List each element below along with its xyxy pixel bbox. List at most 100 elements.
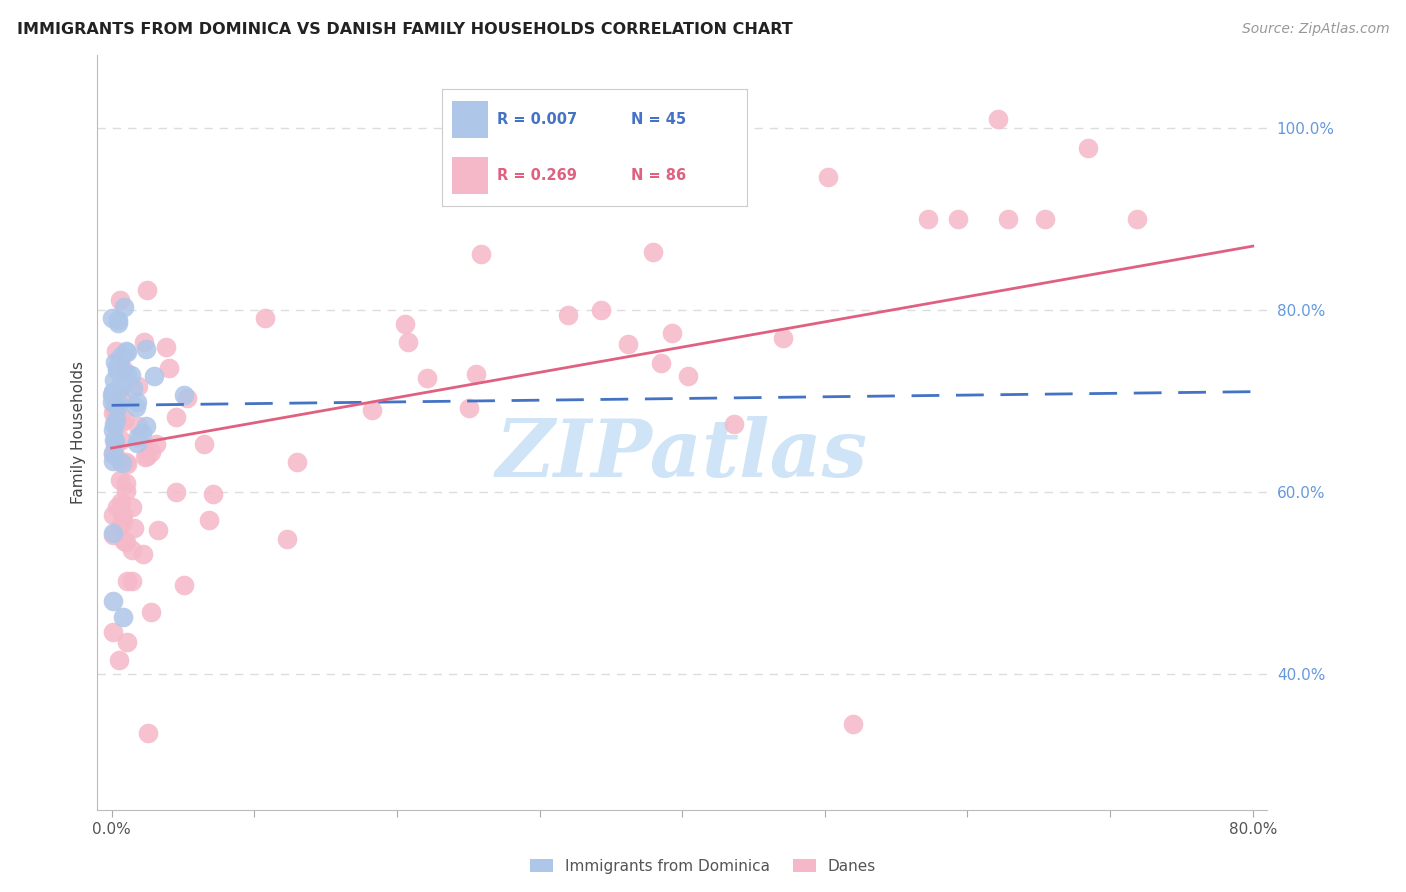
Point [946, 211, 969, 226]
Point [136, 725, 159, 739]
Point [114, 535, 136, 549]
Point [104, 413, 127, 427]
Point [110, 434, 132, 448]
Point [146, 524, 169, 538]
Point [661, 326, 683, 340]
Point [108, 518, 131, 533]
Point [112, 300, 135, 314]
Point [101, 385, 124, 400]
Point [121, 500, 143, 515]
Point [121, 543, 143, 558]
Point [103, 401, 125, 415]
Point [155, 340, 177, 354]
Point [110, 353, 132, 368]
Point [110, 391, 132, 405]
Point [107, 394, 129, 409]
Point [103, 434, 125, 448]
Text: ZIPatlas: ZIPatlas [496, 417, 869, 494]
Point [105, 500, 128, 515]
Point [110, 380, 132, 394]
Point [987, 112, 1010, 126]
Point [101, 525, 124, 540]
Point [101, 594, 124, 608]
Point [193, 436, 215, 450]
Point [394, 318, 416, 332]
Point [127, 419, 149, 434]
Point [101, 387, 124, 401]
Point [103, 373, 125, 387]
Point [127, 379, 149, 393]
Point [117, 367, 139, 381]
Text: Source: ZipAtlas.com: Source: ZipAtlas.com [1241, 22, 1389, 37]
Point [107, 313, 129, 327]
Point [396, 335, 419, 350]
Point [135, 418, 157, 433]
Point [112, 508, 135, 522]
Point [117, 345, 139, 359]
Point [132, 547, 155, 561]
Point [139, 445, 162, 459]
Point [110, 376, 132, 391]
Point [127, 430, 149, 444]
Point [104, 434, 127, 448]
Point [115, 344, 138, 359]
Point [143, 368, 166, 383]
Point [108, 293, 131, 307]
Point [115, 574, 138, 588]
Point [103, 423, 125, 437]
Point [114, 455, 136, 469]
Point [1033, 211, 1056, 226]
Point [253, 310, 276, 325]
Point [115, 634, 138, 648]
Point [125, 401, 148, 415]
Point [105, 360, 128, 375]
Point [589, 302, 612, 317]
Point [101, 394, 124, 409]
Point [641, 245, 664, 260]
Point [132, 334, 155, 349]
Point [101, 384, 124, 399]
Y-axis label: Family Households: Family Households [72, 361, 86, 504]
Point [772, 330, 794, 344]
Point [134, 450, 156, 464]
Point [107, 653, 129, 667]
Point [107, 400, 129, 414]
Point [1077, 141, 1099, 155]
Point [115, 457, 138, 471]
Text: IMMIGRANTS FROM DOMINICA VS DANISH FAMILY HOUSEHOLDS CORRELATION CHART: IMMIGRANTS FROM DOMINICA VS DANISH FAMIL… [17, 22, 793, 37]
Point [111, 610, 134, 624]
Point [817, 170, 839, 185]
Point [110, 474, 132, 488]
Legend: Immigrants from Dominica, Danes: Immigrants from Dominica, Danes [523, 853, 883, 880]
Point [465, 368, 488, 382]
Point [104, 355, 127, 369]
Point [676, 369, 699, 384]
Point [103, 417, 125, 431]
Point [617, 336, 640, 351]
Point [110, 349, 132, 363]
Point [141, 605, 163, 619]
Point [101, 527, 124, 541]
Point [112, 366, 135, 380]
Point [105, 362, 128, 376]
Point [114, 412, 136, 426]
Point [125, 394, 148, 409]
Point [650, 356, 672, 370]
Point [121, 574, 143, 588]
Point [165, 485, 187, 500]
Point [112, 362, 135, 376]
Point [110, 494, 132, 508]
Point [173, 388, 195, 402]
Point [101, 310, 124, 325]
Point [997, 211, 1019, 226]
Point [124, 521, 146, 535]
Point [416, 371, 439, 385]
Point [285, 455, 308, 469]
Point [557, 308, 579, 322]
Point [108, 453, 131, 467]
Point [120, 368, 142, 382]
Point [115, 476, 138, 491]
Point [115, 484, 138, 499]
Point [917, 211, 939, 226]
Point [105, 343, 128, 358]
